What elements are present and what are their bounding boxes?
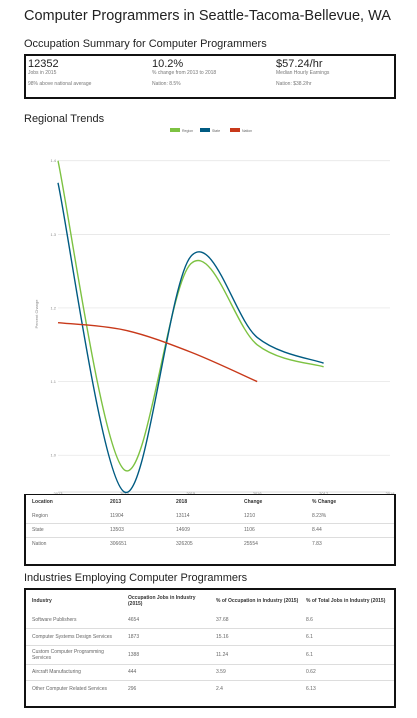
x-tick-label: 2016 [253, 491, 263, 496]
trend-chart-svg: 1.4 1.3 1.2 1.1 1.0 2013 2014 2015 2016 2017 2018 P… [34, 128, 396, 496]
industries-table-cell: Aircraft Manufacturing [32, 669, 81, 676]
y-axis-label: Percent Change [34, 299, 39, 329]
region-table-cell: 8.44 [312, 527, 322, 533]
industries-table-header-row: Industry Occupation Jobs in Industry (20… [26, 590, 394, 612]
region-table-row: State 13503 14609 1106 8.44 [26, 523, 394, 537]
industries-table: Industry Occupation Jobs in Industry (20… [26, 590, 394, 697]
summary-change: 10.2% % change from 2013 to 2018 Nation:… [152, 58, 216, 88]
region-table-cell: 306651 [110, 541, 127, 548]
legend-swatch [230, 128, 240, 132]
industries-table-cell: 296 [128, 686, 137, 692]
industries-table-cell: 37.68 [216, 617, 229, 623]
industries-table-header: Occupation Jobs in Industry (2015) [128, 595, 196, 607]
y-tick-label: 1.3 [50, 232, 56, 237]
industries-table-header: % of Occupation in Industry (2015) [216, 598, 299, 604]
industries-table-cell: Other Computer Related Services [32, 686, 108, 692]
region-table-header: Change [244, 499, 263, 505]
region-table-header: 2013 [110, 499, 122, 505]
region-table-panel: Location 2013 2018 Change % Change Regio… [24, 494, 396, 566]
region-table-cell: 1210 [244, 512, 256, 519]
industries-section-title: Industries Employing Computer Programmer… [24, 572, 248, 584]
region-table-cell: 13114 [176, 512, 190, 519]
industries-table-cell: 1873 [128, 633, 140, 640]
industries-table-cell: 8.6 [306, 617, 313, 623]
industries-table-cell: 2.4 [216, 686, 223, 692]
x-tick-label: 2013 [54, 491, 64, 496]
summary-change-value: 10.2% [152, 58, 184, 70]
x-tick-label: 2017 [319, 491, 329, 496]
x-tick-label: 2015 [186, 491, 196, 496]
region-table-header: % Change [312, 499, 337, 505]
series-line-region [57, 160, 324, 472]
region-table-cell: Region [32, 512, 48, 519]
region-table-cell: 1106 [244, 527, 255, 533]
trends-section-title: Regional Trends [24, 113, 105, 125]
summary-jobs: 12352 Jobs in 2015 98% above national av… [28, 58, 91, 88]
regional-trends-chart: 1.4 1.3 1.2 1.1 1.0 2013 2014 2015 2016 2017 2018 P… [24, 124, 396, 496]
industries-table-row: Aircraft Manufacturing 444 3.59 0.62 [26, 664, 394, 681]
region-table-cell: 326205 [176, 541, 193, 548]
page-title: Computer Programmers in Seattle-Tacoma-B… [24, 8, 391, 24]
series-line-nation [57, 321, 258, 383]
industries-table-cell: 15.16 [216, 633, 229, 640]
region-table-header: 2018 [176, 499, 188, 505]
industries-table-cell: 0.62 [306, 669, 316, 676]
industries-panel: Industry Occupation Jobs in Industry (20… [24, 588, 396, 708]
summary-jobs-label: Jobs in 2015 [28, 70, 57, 76]
region-table-cell: 8.23% [312, 512, 327, 519]
summary-change-note: Nation: 8.5% [152, 81, 181, 87]
industries-table-row: Custom Computer Programming Services 1388… [26, 645, 394, 664]
industries-table-cell: 4654 [128, 617, 140, 623]
summary-earnings-label: Median Hourly Earnings [276, 70, 330, 76]
y-tick-label: 1.0 [50, 453, 56, 458]
y-tick-label: 1.1 [50, 379, 56, 384]
industries-table-header: Industry [32, 598, 52, 604]
region-table-header: Location [32, 499, 53, 505]
region-table-row: Nation 306651 326205 25554 7.83 [26, 537, 394, 551]
y-tick-label: 1.2 [50, 305, 56, 310]
legend-label: State [212, 129, 220, 133]
region-table-cell: 7.83 [312, 541, 322, 548]
industries-table-cell: 11.24 [216, 651, 229, 658]
series-line-state [57, 182, 324, 493]
industries-table-row: Computer Systems Design Services 1873 15.1… [26, 629, 394, 645]
summary-earnings: $57.24/hr Median Hourly Earnings Nation:… [276, 58, 329, 88]
industries-table-row: Other Computer Related Services 296 2.4 6.1… [26, 681, 394, 698]
summary-jobs-note: 98% above national average [28, 81, 92, 87]
legend-label: Nation [242, 129, 252, 133]
legend-swatch [200, 128, 210, 132]
occupation-summary-panel: 12352 Jobs in 2015 98% above national av… [24, 54, 396, 99]
x-tick-label: 2014 [120, 491, 130, 496]
industries-table-cell: 1388 [128, 651, 140, 658]
region-table-cell: Nation [32, 541, 47, 548]
summary-section-title: Occupation Summary for Computer Programm… [24, 38, 267, 50]
industries-table-cell: 6.1 [306, 651, 313, 658]
summary-change-label: % change from 2013 to 2018 [152, 70, 217, 76]
region-table: Location 2013 2018 Change % Change Regio… [26, 495, 394, 551]
industries-table-cell: 6.1 [306, 633, 313, 640]
region-table-header-row: Location 2013 2018 Change % Change [26, 495, 394, 509]
legend-swatch [170, 128, 180, 132]
region-table-cell: 11904 [110, 512, 124, 519]
region-table-cell: 14609 [176, 527, 190, 533]
summary-earnings-note: Nation: $38.2/hr [276, 81, 312, 87]
region-table-row: Region 11904 13114 1210 8.23% [26, 509, 394, 523]
x-tick-label: 2018 [386, 491, 396, 496]
legend-label: Region [182, 129, 193, 133]
region-table-cell: 13503 [110, 527, 124, 533]
industries-table-row: Software Publishers 4654 37.68 8.6 [26, 612, 394, 629]
industries-table-cell: Computer Systems Design Services [32, 633, 113, 640]
y-tick-label: 1.4 [50, 158, 56, 163]
industries-table-cell: 444 [128, 669, 137, 676]
industries-table-cell: Software Publishers [32, 617, 77, 623]
region-table-cell: State [32, 527, 44, 533]
region-table-cell: 25554 [244, 541, 258, 548]
summary-jobs-value: 12352 [28, 58, 59, 70]
industries-table-cell: 3.59 [216, 669, 226, 676]
industries-table-cell: Custom Computer Programming Services [32, 648, 104, 661]
summary-earnings-value: $57.24/hr [276, 58, 323, 70]
industries-table-header: % of Total Jobs in Industry (2015) [306, 598, 386, 604]
industries-table-cell: 6.13 [306, 686, 316, 692]
